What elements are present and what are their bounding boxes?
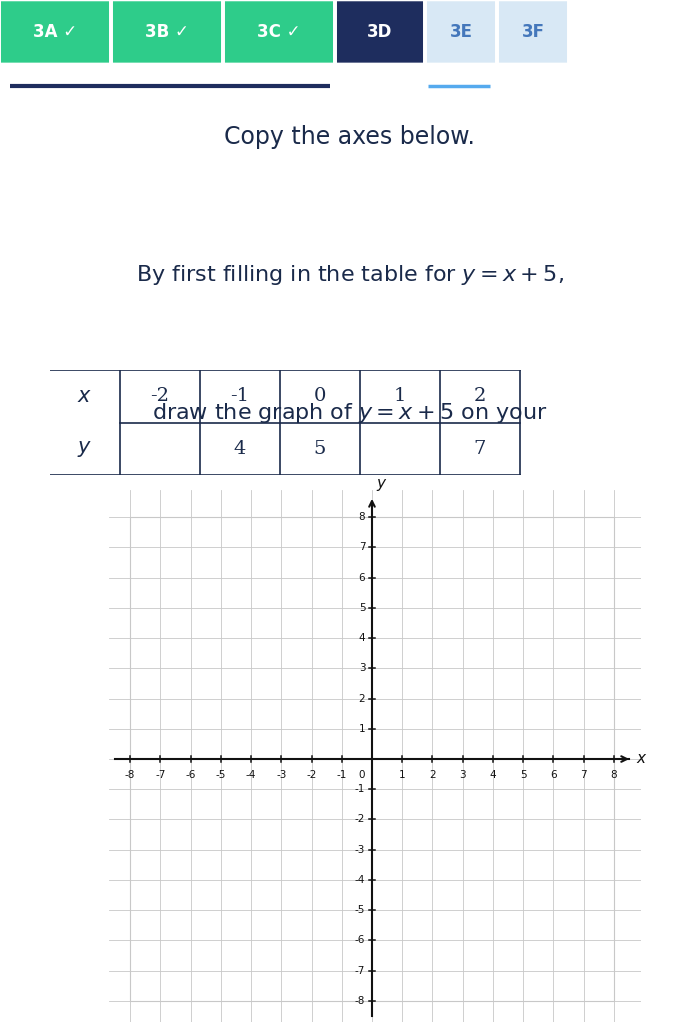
Text: 2: 2 (429, 769, 435, 779)
Text: -1: -1 (231, 388, 250, 405)
Text: 2: 2 (359, 694, 366, 703)
Text: 7: 7 (580, 769, 587, 779)
FancyBboxPatch shape (337, 1, 423, 63)
FancyBboxPatch shape (225, 1, 333, 63)
Text: -2: -2 (306, 769, 317, 779)
Text: -8: -8 (355, 996, 366, 1006)
Text: 4: 4 (233, 440, 246, 458)
FancyBboxPatch shape (1, 1, 109, 63)
Text: 6: 6 (550, 769, 556, 779)
Text: 5: 5 (359, 603, 366, 612)
Text: $x$: $x$ (78, 387, 92, 406)
Text: -6: -6 (355, 935, 366, 945)
Text: -2: -2 (355, 814, 366, 825)
Text: -5: -5 (216, 769, 226, 779)
FancyBboxPatch shape (427, 1, 495, 63)
Text: Copy the axes below.: Copy the axes below. (224, 125, 475, 149)
Text: 3B ✓: 3B ✓ (145, 23, 189, 41)
Text: 7: 7 (359, 542, 366, 553)
Text: -4: -4 (355, 875, 366, 885)
Text: 3A ✓: 3A ✓ (33, 23, 77, 41)
Text: 3F: 3F (521, 23, 545, 41)
Text: 8: 8 (610, 769, 617, 779)
Text: -4: -4 (246, 769, 257, 779)
Text: By first filling in the table for $y = x + 5$,: By first filling in the table for $y = x… (136, 263, 563, 288)
Text: 0: 0 (314, 388, 326, 405)
Text: 6: 6 (359, 572, 366, 583)
FancyBboxPatch shape (499, 1, 567, 63)
Text: 5: 5 (314, 440, 326, 458)
Text: -5: -5 (355, 905, 366, 916)
Text: $y$: $y$ (78, 439, 92, 459)
Text: -1: -1 (355, 785, 366, 794)
Text: -7: -7 (155, 769, 166, 779)
Text: 3: 3 (459, 769, 466, 779)
Text: 1: 1 (359, 724, 366, 734)
Text: -1: -1 (336, 769, 347, 779)
Text: 4: 4 (359, 633, 366, 643)
Text: -6: -6 (185, 769, 196, 779)
Text: -8: -8 (125, 769, 136, 779)
Text: $y$: $y$ (375, 477, 387, 493)
Text: -3: -3 (355, 844, 366, 855)
Text: 5: 5 (520, 769, 526, 779)
Text: 7: 7 (474, 440, 487, 458)
FancyBboxPatch shape (113, 1, 221, 63)
Text: 1: 1 (394, 388, 406, 405)
Text: 3C ✓: 3C ✓ (257, 23, 301, 41)
Text: 1: 1 (399, 769, 405, 779)
Text: 8: 8 (359, 512, 366, 523)
Text: -3: -3 (276, 769, 287, 779)
Text: -7: -7 (355, 966, 366, 975)
Text: 0: 0 (359, 769, 366, 779)
Text: $x$: $x$ (637, 752, 648, 766)
Text: 4: 4 (489, 769, 496, 779)
Text: 3: 3 (359, 663, 366, 673)
Text: 3D: 3D (367, 23, 393, 41)
Text: 3E: 3E (449, 23, 473, 41)
Text: axes.: axes. (320, 528, 379, 548)
Text: draw the graph of $y = x + 5$ on your: draw the graph of $y = x + 5$ on your (152, 401, 547, 426)
Text: 2: 2 (474, 388, 487, 405)
Text: -2: -2 (150, 388, 169, 405)
